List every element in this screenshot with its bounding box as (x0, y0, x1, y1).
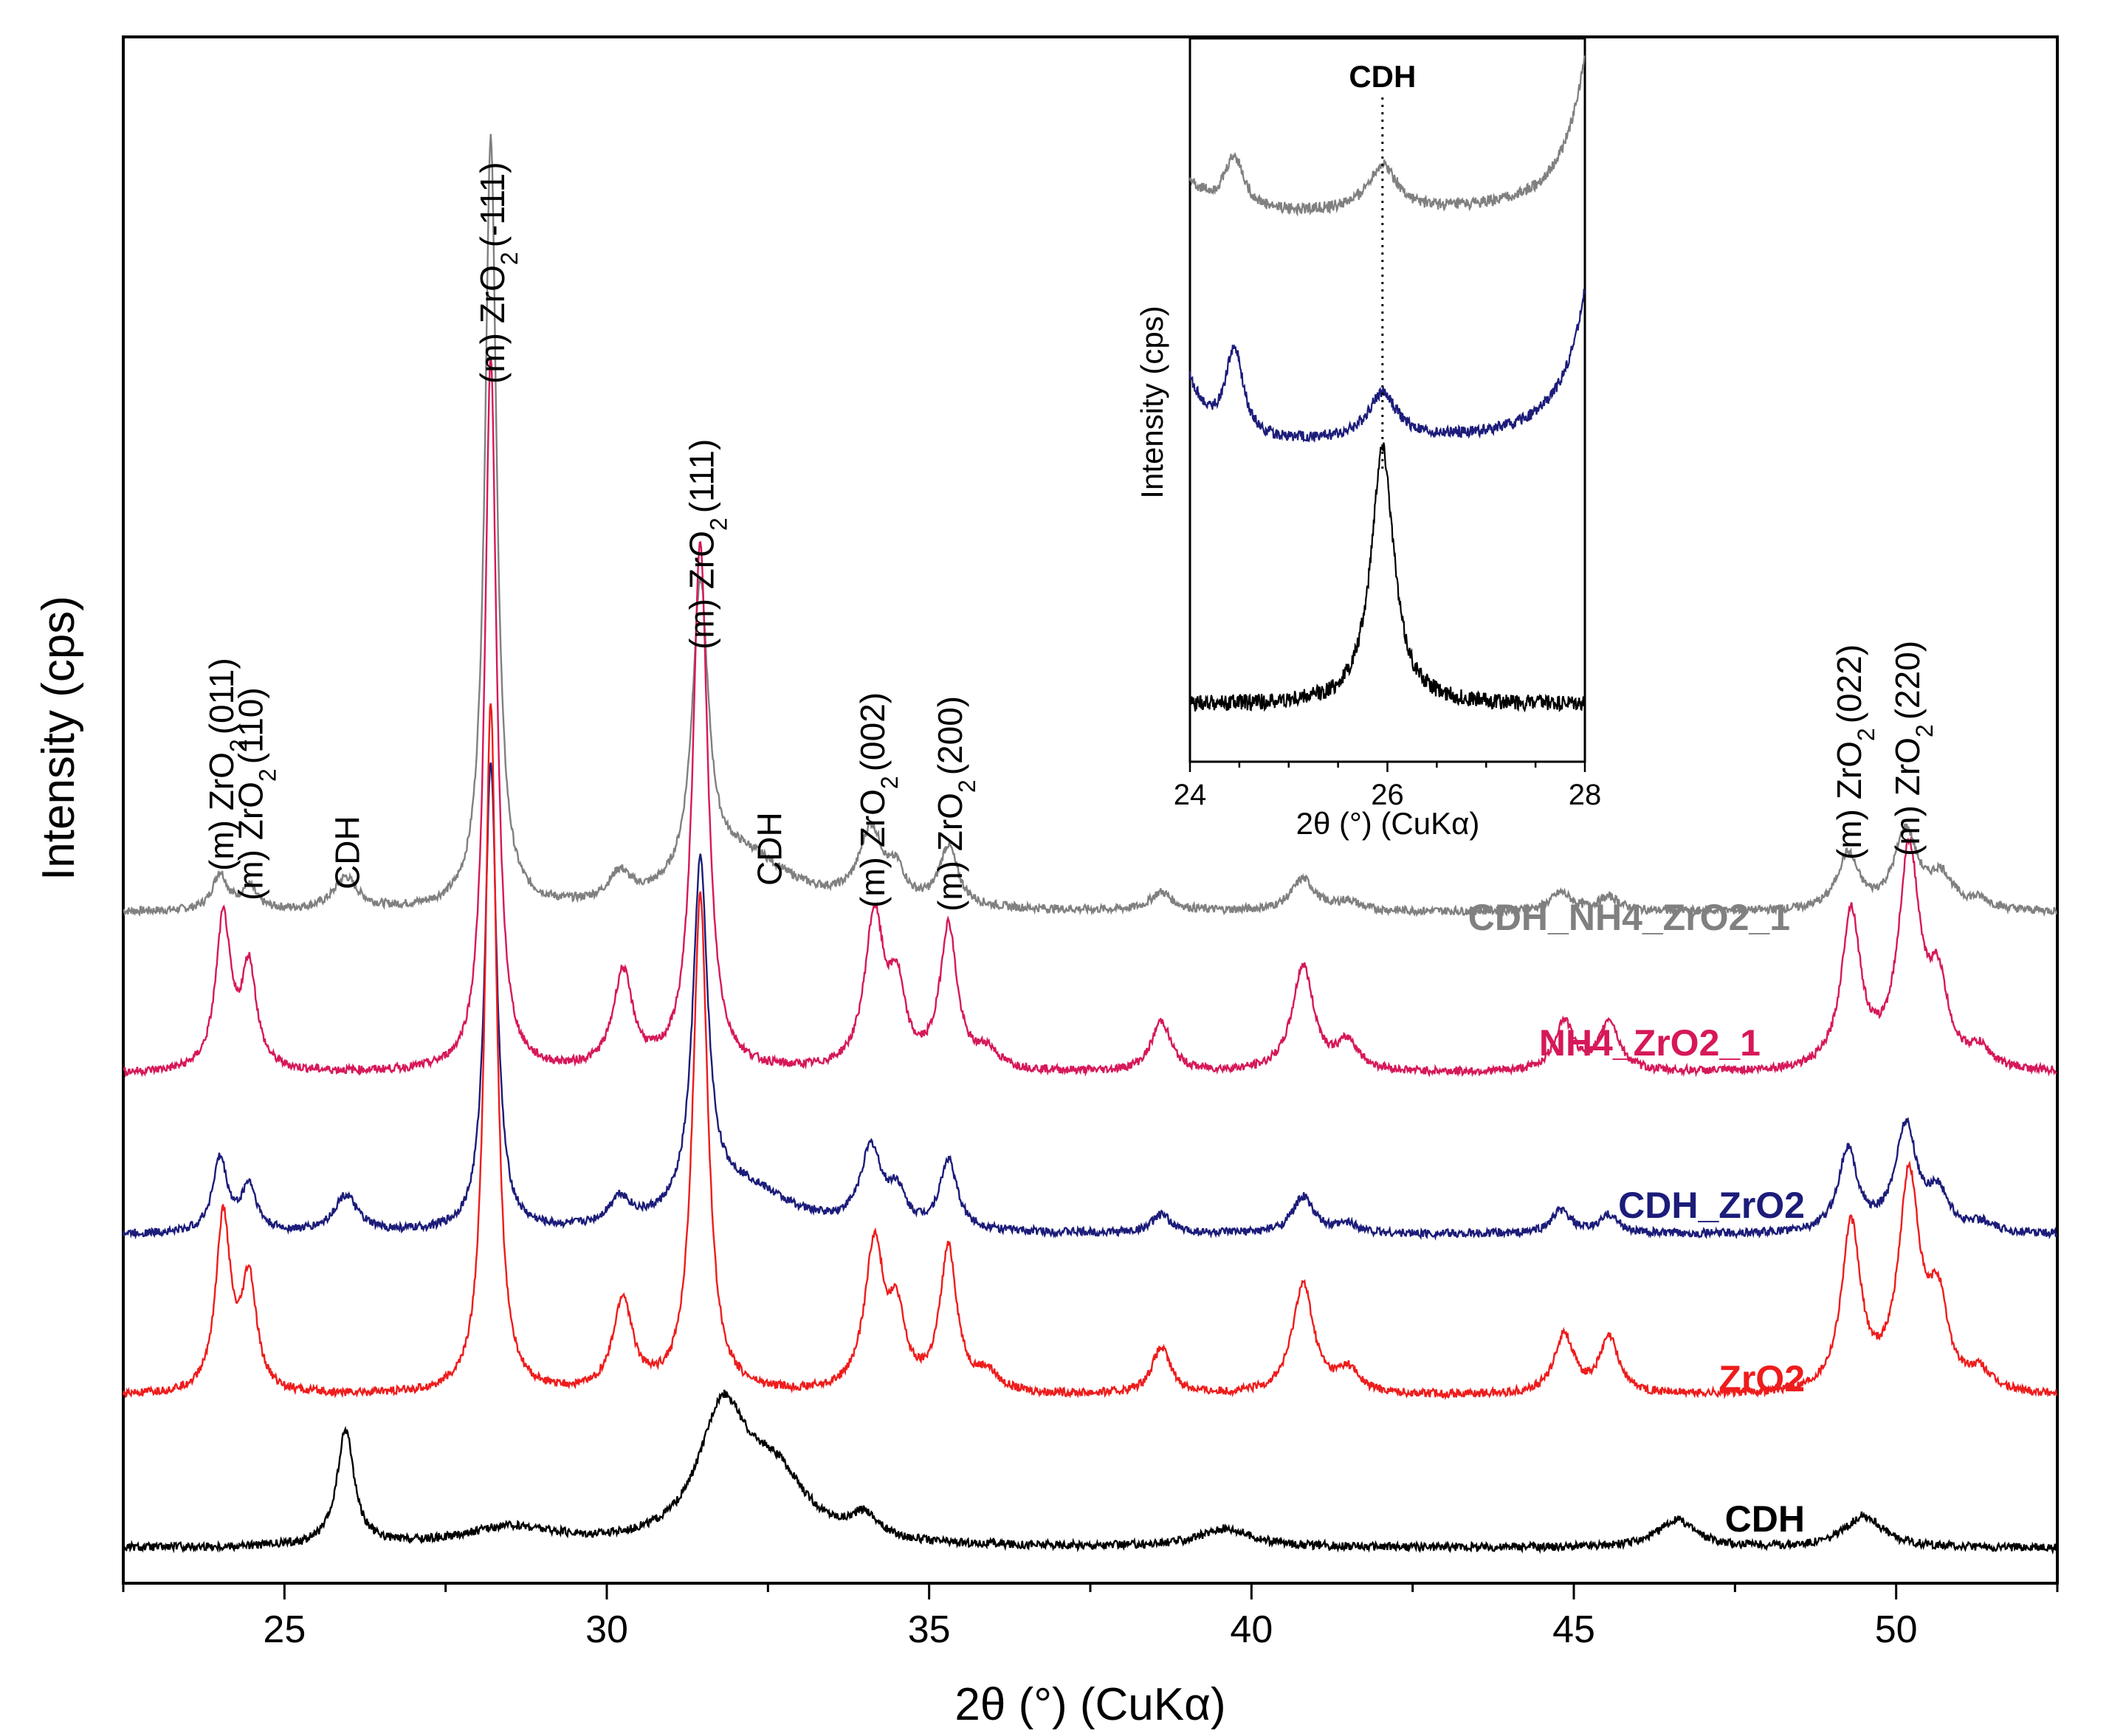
series-label-nh4-zro2-1: NH4_ZrO2_1 (1539, 1022, 1761, 1064)
peak-annotation: CDH (328, 816, 366, 889)
inset-cdh-label: CDH (1349, 59, 1416, 94)
annotation-main: (m) ZrO (231, 782, 269, 900)
annotation-subscript: 2 (496, 252, 523, 265)
annotation-suffix: (200) (931, 696, 969, 775)
series-line-cdh-zro2 (122, 762, 2058, 1241)
annotation-subscript: 2 (876, 776, 903, 789)
annotation-subscript: 2 (254, 768, 281, 782)
x-axis-title: 2θ (°) (CuKα) (954, 1679, 1225, 1730)
x-tick-label: 45 (1552, 1608, 1595, 1651)
series-labels: CDH_NH4_ZrO2_1 NH4_ZrO2_1 CDH_ZrO2 ZrO2 CDH (1468, 897, 1805, 1540)
inset-x-tick-label: 24 (1174, 779, 1207, 811)
annotation-subscript: 2 (225, 739, 252, 752)
x-axis-ticks: 25 30 35 40 45 50 (122, 1583, 2059, 1651)
series-label-cdh-zro2: CDH_ZrO2 (1618, 1185, 1805, 1226)
x-tick-label: 50 (1875, 1608, 1918, 1651)
inset-x-tick-label: 28 (1569, 779, 1602, 811)
series-line-cdh (122, 1389, 2058, 1555)
annotation-main: (m) ZrO (202, 752, 241, 871)
annotation-suffix: (-111) (473, 162, 512, 247)
y-axis-title: Intensity (cps) (33, 596, 84, 881)
peak-annotation: (m) ZrO2 (220) (1888, 641, 1938, 856)
series-line-nh4-zro2-1 (123, 356, 2057, 1078)
peak-annotation: (m) ZrO2 (200) (931, 696, 980, 912)
annotation-subscript: 2 (706, 517, 732, 531)
inset-line-cdh (1188, 442, 1586, 713)
peak-annotations: (m) ZrO2(011)(m) ZrO2(110)CDH(m) ZrO2(-1… (202, 162, 1938, 912)
x-tick-label: 35 (908, 1608, 951, 1651)
x-tick-label: 40 (1230, 1608, 1273, 1651)
annotation-main: CDH (750, 812, 788, 886)
inset-frame (1188, 37, 1586, 763)
series-label-cdh-nh4-zro2-1: CDH_NH4_ZrO2_1 (1468, 897, 1790, 938)
series-line-cdh-nh4-zro2-1 (123, 134, 2058, 918)
annotation-main: (m) ZrO (1888, 737, 1927, 856)
inset-x-ticks: 24 26 28 (1174, 762, 1602, 811)
annotation-subscript: 2 (1911, 724, 1938, 737)
annotation-subscript: 2 (954, 779, 980, 793)
series-traces (122, 134, 2058, 1555)
plot-frame (122, 35, 2059, 1585)
inset-line-cdh-zro2 (1188, 289, 1586, 443)
inset-traces (1188, 55, 1586, 713)
inset-line-cdh-nh4-zro2-1 (1188, 55, 1586, 217)
annotation-suffix: (022) (1830, 644, 1868, 723)
peak-annotation: (m) ZrO2 (011) (202, 658, 252, 871)
peak-annotation: CDH (750, 812, 788, 886)
inset-x-tick-label: 26 (1371, 779, 1404, 811)
annotation-suffix: (110) (231, 687, 269, 764)
annotation-main: (m) ZrO (473, 265, 512, 384)
series-line-zro2 (122, 703, 2058, 1401)
annotation-subscript: 2 (1853, 728, 1879, 741)
peak-annotation: (m) ZrO2 (022) (1830, 644, 1879, 860)
x-tick-label: 25 (263, 1608, 306, 1651)
annotation-main: (m) ZrO (931, 793, 969, 912)
annotation-main: CDH (328, 816, 366, 889)
annotation-main: (m) ZrO (1830, 741, 1868, 860)
annotation-suffix: (002) (853, 692, 892, 771)
peak-annotation: (m) ZrO2 (002) (853, 692, 903, 908)
annotation-main: (m) ZrO (853, 789, 892, 908)
annotation-suffix: (220) (1888, 641, 1927, 720)
x-tick-label: 30 (585, 1608, 628, 1651)
annotation-suffix: (011) (202, 658, 241, 734)
peak-annotation: (m) ZrO2 (110) (231, 687, 281, 900)
annotation-suffix: (111) (683, 439, 721, 514)
inset-plot: 24 26 28 CDH 2θ (°) (CuKα) Intensity (cps) (1135, 37, 1602, 841)
peak-annotation: (m) ZrO2 (-111) (473, 162, 523, 384)
series-label-zro2: ZrO2 (1718, 1358, 1805, 1399)
annotation-main: (m) ZrO (683, 531, 721, 650)
series-label-cdh: CDH (1725, 1498, 1805, 1540)
inset-x-axis-title: 2θ (°) (CuKα) (1296, 806, 1480, 841)
peak-annotation: (m) ZrO2 (111) (683, 439, 732, 650)
inset-y-axis-title: Intensity (cps) (1135, 306, 1169, 498)
